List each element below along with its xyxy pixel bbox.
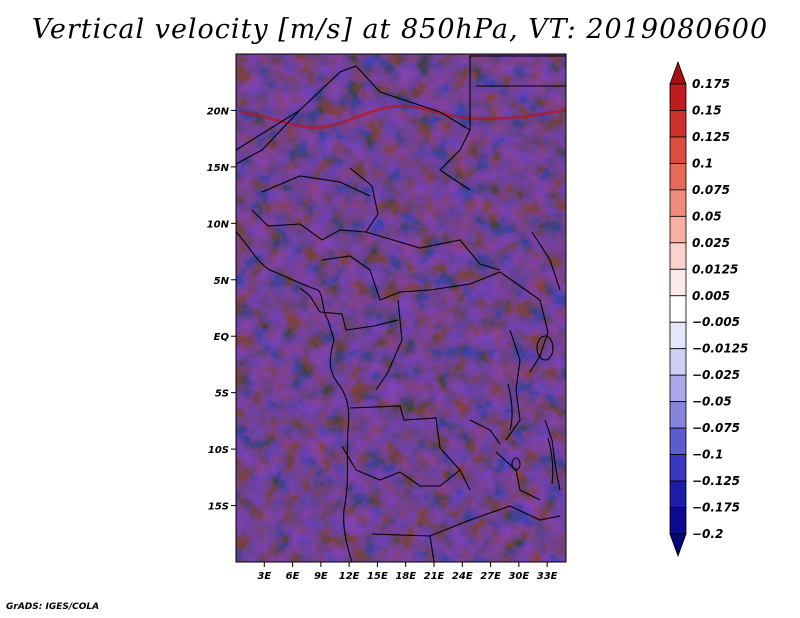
lon-tick-label: 33E: [537, 571, 558, 582]
lat-tick-label: 10S: [208, 445, 229, 456]
country-borders: [235, 55, 566, 563]
colorbar-segment: [669, 163, 687, 191]
credit-text: GrADS: IGES/COLA: [6, 602, 100, 612]
colorbar-label: 0.0125: [692, 262, 738, 276]
colorbar-segment: [669, 321, 687, 350]
colorbar-label: −0.125: [692, 474, 740, 488]
colorbar-segment: [669, 348, 687, 376]
colorbar-label: 0.15: [692, 103, 722, 117]
colorbar-label: 0.005: [692, 289, 730, 303]
lon-tick-label: 30E: [508, 571, 529, 582]
colorbar-label: 0.125: [692, 130, 730, 144]
lat-tick-label: 15N: [207, 163, 230, 174]
colorbar-label: 0.1: [692, 156, 713, 170]
colorbar-label: −0.025: [692, 368, 740, 382]
colorbar-segment: [669, 136, 687, 164]
lon-tick-label: 27E: [480, 571, 501, 582]
lon-tick-label: 18E: [395, 571, 416, 582]
colorbar-segment: [669, 454, 687, 482]
colorbar-segment: [669, 480, 687, 508]
lat-tick-label: 5S: [215, 389, 229, 400]
colorbar-label: 0.05: [692, 209, 722, 223]
lon-tick-label: 3E: [257, 571, 271, 582]
colorbar-segment: [669, 215, 687, 244]
colorbar-segment: [669, 242, 687, 270]
colorbar-label: −0.05: [692, 395, 732, 409]
lat-tick-label: 10N: [207, 219, 230, 230]
colorbar-segment: [669, 507, 687, 535]
colorbar-label: −0.005: [692, 315, 740, 329]
lat-tick-label: 20N: [207, 106, 230, 117]
lon-tick-label: 9E: [314, 571, 328, 582]
longitude-axis: 3E 6E 9E 12E 15E 18E 21E 24E 27E 30E 33E: [257, 562, 558, 582]
colorbar-segment: [669, 401, 687, 429]
colorbar-segment: [669, 427, 687, 455]
chart-title: Vertical velocity [m/s] at 850hPa, VT: 2…: [31, 14, 769, 45]
colorbar-segment: [669, 110, 687, 138]
colorbar-segment: [669, 83, 687, 111]
colorbar-segment: [669, 374, 687, 403]
colorbar-segment: [669, 295, 687, 323]
colorbar-label: −0.075: [692, 421, 740, 435]
downward-motion-field: [236, 54, 566, 562]
latitude-axis: 20N 15N 10N 5N EQ 5S 10S 15S: [207, 106, 236, 513]
colorbar-top-arrow: [669, 60, 687, 85]
colorbar-label: 0.025: [692, 236, 730, 250]
colorbar-label: −0.175: [692, 501, 740, 515]
lon-tick-label: 24E: [452, 571, 473, 582]
lat-tick-label: 5N: [214, 276, 230, 287]
colorbar-segment: [669, 268, 687, 297]
colorbar-segment: [669, 189, 687, 217]
lon-tick-label: 12E: [339, 571, 360, 582]
lon-tick-label: 6E: [286, 571, 300, 582]
lat-tick-label: EQ: [214, 332, 230, 343]
colorbar-label: −0.0125: [692, 342, 748, 356]
colorbar: 0.175 0.15 0.125 0.1 0.075 0.05 0.025 0.0125 0.0…: [669, 60, 748, 558]
colorbar-label: −0.2: [692, 527, 723, 541]
colorbar-label: 0.175: [692, 77, 730, 91]
colorbar-label: 0.075: [692, 183, 730, 197]
colorbar-bottom-arrow: [669, 533, 687, 558]
colorbar-label: −0.1: [692, 448, 723, 462]
lon-tick-label: 21E: [424, 571, 445, 582]
lat-tick-label: 15S: [208, 502, 229, 513]
lon-tick-label: 15E: [367, 571, 388, 582]
map-frame: [235, 53, 567, 563]
convergence-band: [239, 104, 566, 129]
map-plot-area: [235, 53, 567, 563]
